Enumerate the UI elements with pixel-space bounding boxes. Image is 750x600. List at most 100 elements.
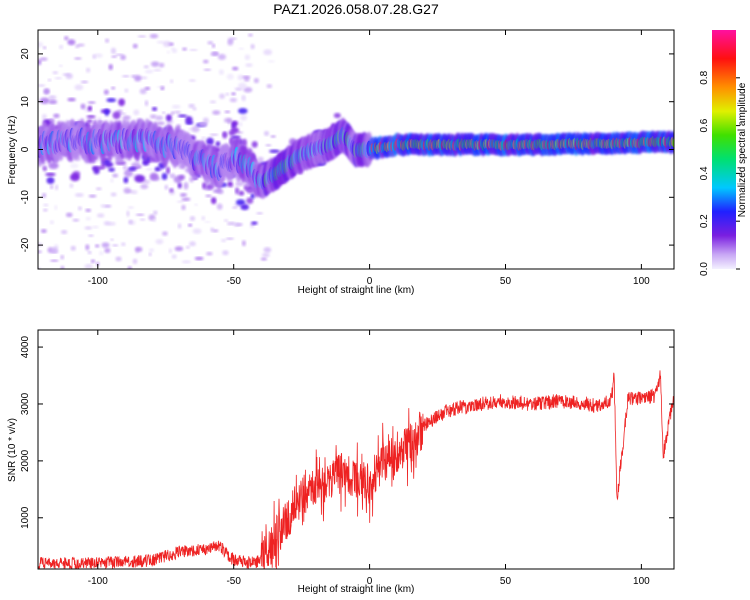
spectrogram-noise-cell <box>152 218 157 222</box>
spectrogram-noise-cell <box>260 257 268 261</box>
spectrogram-noise-cell <box>173 110 182 114</box>
spectrogram-ytick-label: 0 <box>20 146 31 152</box>
spectrogram-noise-cell <box>99 251 104 256</box>
spectrogram-noise-cell <box>144 86 151 91</box>
spectrogram-noise-cell <box>156 121 165 125</box>
snr-ytick-label: 1000 <box>20 506 31 529</box>
spectrogram-cell <box>131 161 141 168</box>
spectrogram-noise-cell <box>189 216 196 221</box>
spectrogram-noise-cell <box>95 244 100 248</box>
spectrogram-noise-cell <box>95 187 102 191</box>
spectrogram-noise-cell <box>40 229 47 233</box>
spectrogram-noise-cell <box>220 239 227 242</box>
snr-axes: -100 -50 0 50 100 1000 2000 3000 4000 <box>20 330 674 587</box>
spectrogram-cell <box>178 174 186 180</box>
spectrogram-noise-cell <box>50 247 58 253</box>
spectrogram-noise-cell <box>142 179 151 184</box>
spectrogram-noise-cell <box>122 165 127 170</box>
spectrogram-noise-cell <box>194 203 198 206</box>
spectrogram-noise-cell <box>253 77 259 84</box>
spectrogram-noise-cell <box>201 136 206 139</box>
spectrogram-noise-cell <box>238 122 243 127</box>
spectrogram-noise-cell <box>54 77 62 80</box>
spectrogram-noise-cell <box>238 47 245 50</box>
spectrogram-noise-cell <box>155 115 164 121</box>
spectrogram-xtick-label: 0 <box>367 276 373 287</box>
spectrogram-cell <box>202 182 207 190</box>
spectrogram-cell <box>177 182 182 189</box>
colorbar: 0.0 0.2 0.4 0.6 0.8 Normalized spectral ampl… <box>699 30 748 276</box>
spectrogram-noise-cell <box>188 223 193 227</box>
spectrogram-cell <box>86 119 93 123</box>
spectrogram-noise-cell <box>170 111 175 115</box>
spectrogram-noise-cell <box>59 44 64 50</box>
spectrogram-noise-cell <box>233 222 240 227</box>
spectrogram-noise-cell <box>121 242 126 247</box>
spectrogram-noise-cell <box>133 109 140 116</box>
colorbar-ticks: 0.0 0.2 0.4 0.6 0.8 <box>699 70 740 276</box>
spectrogram-noise-cell <box>38 59 42 66</box>
spectrogram-cell <box>185 116 193 124</box>
spectrogram-cell <box>246 187 254 194</box>
spectrogram-noise-cell <box>162 231 168 236</box>
spectrogram-cell <box>333 112 341 119</box>
spectrogram-noise-cell <box>256 212 264 215</box>
colorbar-tick-label: 0.8 <box>699 70 710 84</box>
spectrogram-noise-cell <box>194 256 204 261</box>
spectrogram-cell <box>161 172 168 181</box>
spectrogram-noise-cell <box>204 220 211 223</box>
spectrogram-noise-cell <box>209 133 219 136</box>
spectrogram-noise-cell <box>121 75 130 78</box>
spectrogram-cell <box>42 166 47 172</box>
spectrogram-noise-cell <box>205 194 212 198</box>
snr-xlabel: Height of straight line (km) <box>298 584 415 595</box>
spectrogram-noise-cell <box>170 47 175 51</box>
spectrogram-noise-cell <box>179 193 188 197</box>
spectrogram-noise-cell <box>153 210 158 215</box>
spectrogram-noise-cell <box>80 80 89 84</box>
spectrogram-noise-cell <box>181 204 186 211</box>
spectrogram-noise-cell <box>110 178 114 183</box>
spectrogram-noise-cell <box>206 251 213 256</box>
spectrogram-noise-cell <box>139 88 147 95</box>
snr-xtick-label: -100 <box>88 576 108 587</box>
spectrogram-noise-cell <box>226 73 234 80</box>
spectrogram-cell <box>241 138 247 147</box>
spectrogram-noise-cell <box>90 259 96 263</box>
spectrogram-ytick-label: -20 <box>20 237 31 252</box>
spectrogram-cell <box>251 141 258 148</box>
spectrogram-noise-cell <box>132 258 138 265</box>
spectrogram-noise-cell <box>241 95 246 101</box>
spectrogram-cell <box>134 174 146 183</box>
spectrogram-noise-cell <box>176 200 185 203</box>
spectrogram-noise-cell <box>232 66 239 71</box>
spectrogram-noise-cell <box>168 248 172 254</box>
snr-frame <box>37 329 675 570</box>
snr-ytick-label: 2000 <box>20 449 31 472</box>
spectrogram-noise-cell <box>223 219 229 222</box>
spectrogram-noise-cell <box>126 210 130 217</box>
spectrogram-cell <box>169 188 174 193</box>
spectrogram-cell <box>46 176 55 185</box>
spectrogram-noise-cell <box>92 225 99 229</box>
spectrogram-cell <box>48 162 59 170</box>
snr-xtick-label: 100 <box>633 576 650 587</box>
spectrogram-cell <box>95 166 106 170</box>
spectrogram-noise-cell <box>229 97 238 103</box>
spectrogram-noise-cell <box>110 47 117 55</box>
spectrogram-noise-cell <box>185 245 190 249</box>
spectrogram-cell <box>222 131 228 139</box>
spectrogram-noise-cell <box>111 86 116 90</box>
spectrogram-noise-cell <box>54 205 58 210</box>
spectrogram-noise-cell <box>265 144 272 147</box>
colorbar-tick-label: 0.4 <box>699 166 710 180</box>
figure-title: PAZ1.2026.058.07.28.G27 <box>273 1 439 17</box>
spectrogram-noise-cell <box>41 113 47 120</box>
spectrogram-noise-cell <box>237 74 244 81</box>
spectrogram-noise-cell <box>263 247 272 253</box>
spectrogram-noise-cell <box>188 128 192 131</box>
spectrogram-noise-cell <box>60 230 68 235</box>
spectrogram-noise-cell <box>188 79 196 82</box>
spectrogram-noise-cell <box>150 61 160 67</box>
